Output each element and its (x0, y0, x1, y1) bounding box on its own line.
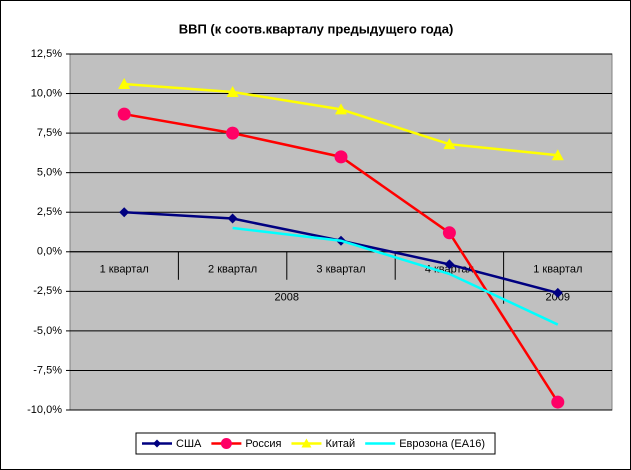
x-tick-label: 1 квартал (100, 264, 149, 276)
x-tick-label: 3 квартал (316, 264, 365, 276)
marker (153, 439, 161, 448)
marker (552, 287, 563, 298)
legend: США Россия Китай Еврозона (ЕА16) (135, 432, 496, 455)
marker (119, 207, 130, 218)
y-tick-label: 12,5% (31, 48, 62, 60)
x-group-label: 2008 (275, 292, 299, 304)
marker (444, 259, 455, 270)
marker (551, 395, 565, 409)
marker (551, 149, 564, 161)
marker (118, 78, 131, 90)
marker (442, 226, 456, 240)
y-tick-label: 5,0% (37, 167, 62, 179)
marker (227, 213, 238, 224)
legend-label: США (176, 438, 202, 450)
y-tick-label: -7,5% (33, 364, 62, 376)
y-tick-label: 7,5% (37, 127, 62, 139)
marker (443, 138, 456, 150)
marker (335, 103, 347, 115)
y-tick-label: 0,0% (37, 246, 62, 258)
legend-label: Еврозона (ЕА16) (399, 438, 485, 450)
series-line (232, 226, 559, 326)
y-tick-label: -10,0% (27, 404, 62, 416)
marker (334, 150, 348, 164)
y-tick-label: -2,5% (33, 285, 62, 297)
y-tick-label: -5,0% (33, 325, 62, 337)
marker (226, 85, 239, 97)
marker (226, 126, 240, 140)
marker (117, 107, 131, 121)
chart-title: ВВП (к соотв.кварталу предыдущего года) (179, 21, 454, 36)
marker (301, 438, 312, 448)
y-tick-label: 10,0% (31, 87, 62, 99)
legend-label: Китай (325, 438, 355, 450)
x-tick-label: 1 квартал (533, 264, 582, 276)
marker (220, 438, 232, 449)
legend-label: Россия (245, 438, 281, 450)
y-tick-label: 2,5% (37, 206, 62, 218)
x-tick-label: 2 квартал (208, 264, 257, 276)
